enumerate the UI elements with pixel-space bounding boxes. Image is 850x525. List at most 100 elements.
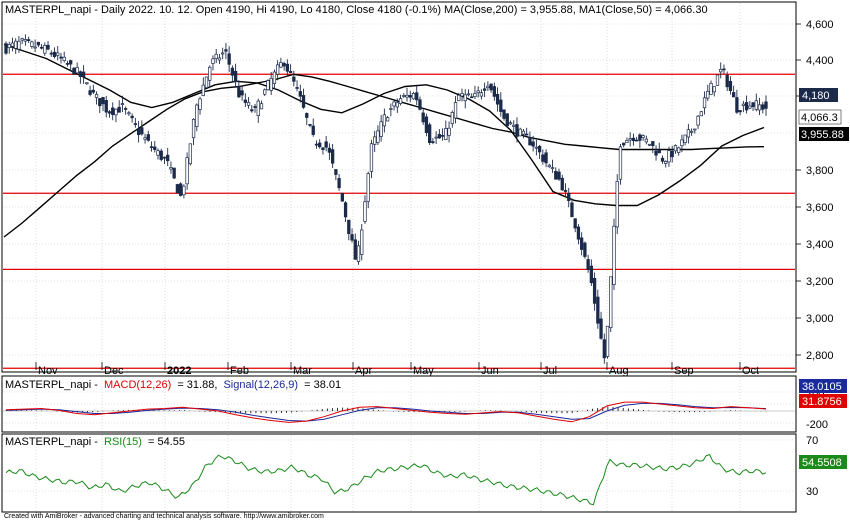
candle-body bbox=[211, 58, 215, 64]
candle-body bbox=[347, 219, 351, 235]
price-y-tick-label: 4,600 bbox=[806, 19, 834, 31]
price-y-tick-label: 4,400 bbox=[806, 55, 834, 67]
candle-body bbox=[537, 145, 542, 153]
candle-body bbox=[411, 93, 416, 100]
candle bbox=[657, 142, 661, 154]
candle-body bbox=[732, 92, 736, 98]
candle-body bbox=[33, 46, 37, 49]
candle bbox=[605, 325, 610, 359]
candle-body bbox=[638, 134, 642, 141]
candle bbox=[353, 233, 357, 260]
candle bbox=[764, 95, 768, 116]
candle-body bbox=[214, 53, 218, 59]
candle bbox=[573, 218, 577, 233]
candle-body bbox=[615, 181, 619, 228]
moving-average-layer bbox=[3, 43, 765, 238]
candle bbox=[17, 35, 21, 53]
candle bbox=[754, 93, 758, 112]
candle-body bbox=[136, 128, 141, 136]
candle bbox=[311, 118, 315, 137]
candle bbox=[628, 132, 632, 147]
candle bbox=[292, 70, 296, 87]
candle bbox=[576, 224, 581, 245]
candle-body bbox=[162, 156, 167, 159]
ma50-badge-text: 4,066.3 bbox=[801, 112, 838, 124]
candle-body bbox=[505, 113, 509, 127]
candle bbox=[664, 160, 668, 168]
candle bbox=[233, 63, 238, 88]
candle-body bbox=[744, 102, 749, 111]
x-tick-label: Sep bbox=[674, 365, 694, 377]
macd-header-signal-value: = 38.01 bbox=[304, 379, 341, 391]
candle bbox=[744, 95, 749, 114]
candle-body bbox=[4, 43, 8, 54]
candle-body bbox=[198, 98, 202, 110]
candle-body bbox=[757, 104, 762, 111]
candle-body bbox=[651, 141, 655, 147]
candle bbox=[59, 53, 63, 64]
rsi-badge-box bbox=[799, 455, 847, 469]
candle bbox=[499, 92, 503, 117]
candle-body bbox=[337, 178, 341, 189]
candle-body bbox=[547, 164, 551, 168]
candle bbox=[153, 140, 157, 153]
candle bbox=[460, 88, 464, 102]
macd-header-symbol: MASTERPL_napi - bbox=[5, 379, 98, 391]
candle bbox=[337, 174, 341, 191]
candle bbox=[282, 61, 286, 71]
candle bbox=[437, 129, 442, 139]
candle bbox=[686, 123, 691, 144]
candle bbox=[285, 59, 290, 77]
candle bbox=[111, 102, 115, 121]
candle bbox=[49, 50, 53, 57]
candle-body bbox=[531, 141, 535, 147]
candle-body bbox=[534, 146, 539, 149]
candle-body bbox=[424, 116, 429, 133]
price-panel-frame bbox=[1, 1, 797, 373]
candle bbox=[537, 144, 542, 159]
candle-body bbox=[182, 185, 186, 196]
candle bbox=[673, 144, 678, 154]
candle bbox=[660, 155, 665, 164]
candle-body bbox=[715, 74, 720, 86]
candle bbox=[382, 108, 387, 133]
candle-body bbox=[567, 192, 571, 201]
candle-body bbox=[143, 137, 147, 140]
candle bbox=[272, 69, 277, 90]
ma50-value-badge: 4,066.3 bbox=[798, 109, 842, 125]
candle bbox=[395, 98, 399, 113]
candle bbox=[98, 98, 102, 114]
candle bbox=[450, 110, 454, 128]
candle-body bbox=[580, 237, 584, 250]
candle-body bbox=[49, 52, 53, 55]
candle bbox=[195, 103, 199, 132]
candle-body bbox=[625, 140, 629, 143]
candle-body bbox=[634, 139, 639, 142]
candle bbox=[583, 241, 587, 259]
candle bbox=[757, 97, 762, 115]
candle-body bbox=[473, 93, 477, 98]
candle bbox=[43, 42, 47, 56]
price-y-tick-label: 3,000 bbox=[806, 313, 834, 325]
candle bbox=[214, 48, 218, 64]
candle bbox=[667, 146, 671, 167]
candle bbox=[473, 85, 477, 100]
candle-body bbox=[276, 64, 280, 75]
candle-body bbox=[363, 201, 367, 222]
candle-body bbox=[398, 98, 403, 104]
candle-body bbox=[628, 138, 632, 141]
candle-body bbox=[664, 161, 668, 164]
candle-body bbox=[470, 96, 474, 99]
footer-credit: Created with AmiBroker - advanced charti… bbox=[4, 513, 324, 520]
x-axis-ticks: Nov Dec 2022 Feb Mar Apr May Jun Jul Aug Sep Oct bbox=[35, 362, 759, 377]
candle bbox=[411, 91, 416, 100]
candle-body bbox=[246, 102, 251, 106]
candle bbox=[761, 102, 765, 114]
candle bbox=[521, 128, 526, 139]
candle-body bbox=[266, 80, 270, 91]
candle-body bbox=[482, 88, 487, 91]
candle-body bbox=[453, 102, 458, 119]
candle-body bbox=[719, 69, 723, 73]
candle-body bbox=[301, 95, 306, 108]
